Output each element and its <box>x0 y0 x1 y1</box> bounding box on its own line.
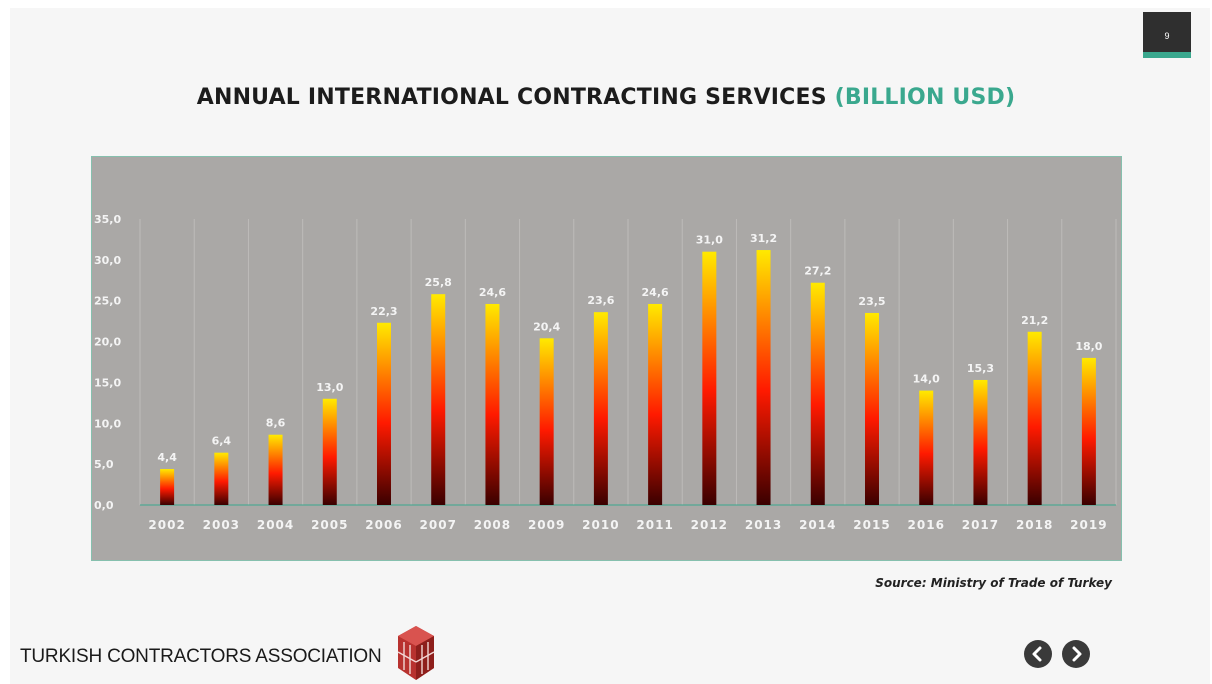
x-tick-label: 2012 <box>691 518 728 532</box>
data-label-2014: 27,2 <box>804 265 831 278</box>
data-label-2013: 31,2 <box>750 232 777 245</box>
x-tick-label: 2004 <box>257 518 294 532</box>
data-label-2012: 31,0 <box>696 234 723 247</box>
data-label-2018: 21,2 <box>1021 314 1048 327</box>
data-label-2006: 22,3 <box>370 305 397 318</box>
data-label-2009: 20,4 <box>533 320 560 333</box>
bar-2010 <box>593 312 608 505</box>
x-tick-label: 2007 <box>420 518 457 532</box>
organization-name: TURKISH CONTRACTORS ASSOCIATION <box>20 646 382 667</box>
y-tick-label: 30,0 <box>94 254 121 267</box>
bar-2015 <box>865 312 879 505</box>
x-tick-label: 2003 <box>203 518 240 532</box>
organization-logo-icon <box>397 626 435 680</box>
x-tick-label: 2017 <box>962 518 999 532</box>
bar-2014 <box>810 282 825 505</box>
x-tick-label: 2006 <box>365 518 402 532</box>
x-tick-label: 2010 <box>582 518 619 532</box>
bar-2017 <box>973 379 988 505</box>
page-number-badge: 9 <box>1143 12 1191 58</box>
bar-2019 <box>1081 357 1096 505</box>
x-tick-label: 2016 <box>908 518 945 532</box>
y-tick-label: 25,0 <box>94 295 121 308</box>
data-label-2016: 14,0 <box>913 373 940 386</box>
x-tick-label: 2019 <box>1070 518 1107 532</box>
data-label-2005: 13,0 <box>316 381 343 394</box>
y-tick-label: 20,0 <box>94 336 121 349</box>
page-badge-accent-bar <box>1143 52 1191 58</box>
y-tick-label: 10,0 <box>94 417 121 430</box>
x-tick-label: 2011 <box>636 518 673 532</box>
data-label-2004: 8,6 <box>266 417 286 430</box>
chart-title-main: ANNUAL INTERNATIONAL CONTRACTING SERVICE… <box>196 85 827 110</box>
bar-2013 <box>756 250 771 505</box>
data-label-2008: 24,6 <box>479 286 506 299</box>
bar-2007 <box>431 294 446 505</box>
bar-2009 <box>539 338 554 505</box>
data-label-2002: 4,4 <box>157 451 177 464</box>
data-label-2011: 24,6 <box>642 286 669 299</box>
page-number: 9 <box>1164 31 1170 41</box>
bar-2003 <box>214 452 229 505</box>
y-tick-label: 0,0 <box>94 499 114 512</box>
chevron-left-icon <box>1032 646 1042 662</box>
x-tick-label: 2014 <box>799 518 836 532</box>
bar-2002 <box>160 469 175 505</box>
bar-2018 <box>1027 331 1042 505</box>
bar-2004 <box>268 434 283 505</box>
data-label-2017: 15,3 <box>967 362 994 375</box>
bar-2016 <box>919 390 934 505</box>
chart-title: ANNUAL INTERNATIONAL CONTRACTING SERVICE… <box>0 85 1212 110</box>
chevron-right-icon <box>1072 646 1082 662</box>
x-tick-label: 2008 <box>474 518 511 532</box>
next-slide-button[interactable] <box>1062 640 1090 668</box>
previous-slide-button[interactable] <box>1024 640 1052 668</box>
data-label-2015: 23,5 <box>858 295 885 308</box>
x-tick-label: 2005 <box>311 518 348 532</box>
chart-area: 4,4 6,4 8,6 13,0 22,3 25,8 24,6 20,4 23,6 24,6 31,… <box>91 156 1122 561</box>
bar-chart: 4,4 6,4 8,6 13,0 22,3 25,8 24,6 20,4 23,6 24,6 31,… <box>94 213 1117 532</box>
x-tick-label: 2009 <box>528 518 565 532</box>
y-tick-label: 15,0 <box>94 376 121 389</box>
source-note: Source: Ministry of Trade of Turkey <box>875 576 1112 590</box>
x-tick-label: 2015 <box>853 518 890 532</box>
y-tick-label: 35,0 <box>94 213 121 226</box>
data-label-2007: 25,8 <box>425 276 452 289</box>
x-tick-label: 2013 <box>745 518 782 532</box>
bar-2011 <box>648 303 663 505</box>
bar-2008 <box>485 303 500 505</box>
data-label-2019: 18,0 <box>1075 340 1102 353</box>
y-tick-label: 5,0 <box>94 458 114 471</box>
bar-2012 <box>702 251 717 505</box>
x-tick-label: 2002 <box>148 518 185 532</box>
data-label-2010: 23,6 <box>587 294 614 307</box>
data-label-2003: 6,4 <box>212 435 232 448</box>
bar-2005 <box>322 398 337 505</box>
bar-2006 <box>377 322 391 505</box>
chart-title-unit: (BILLION USD) <box>834 85 1016 110</box>
x-tick-label: 2018 <box>1016 518 1053 532</box>
